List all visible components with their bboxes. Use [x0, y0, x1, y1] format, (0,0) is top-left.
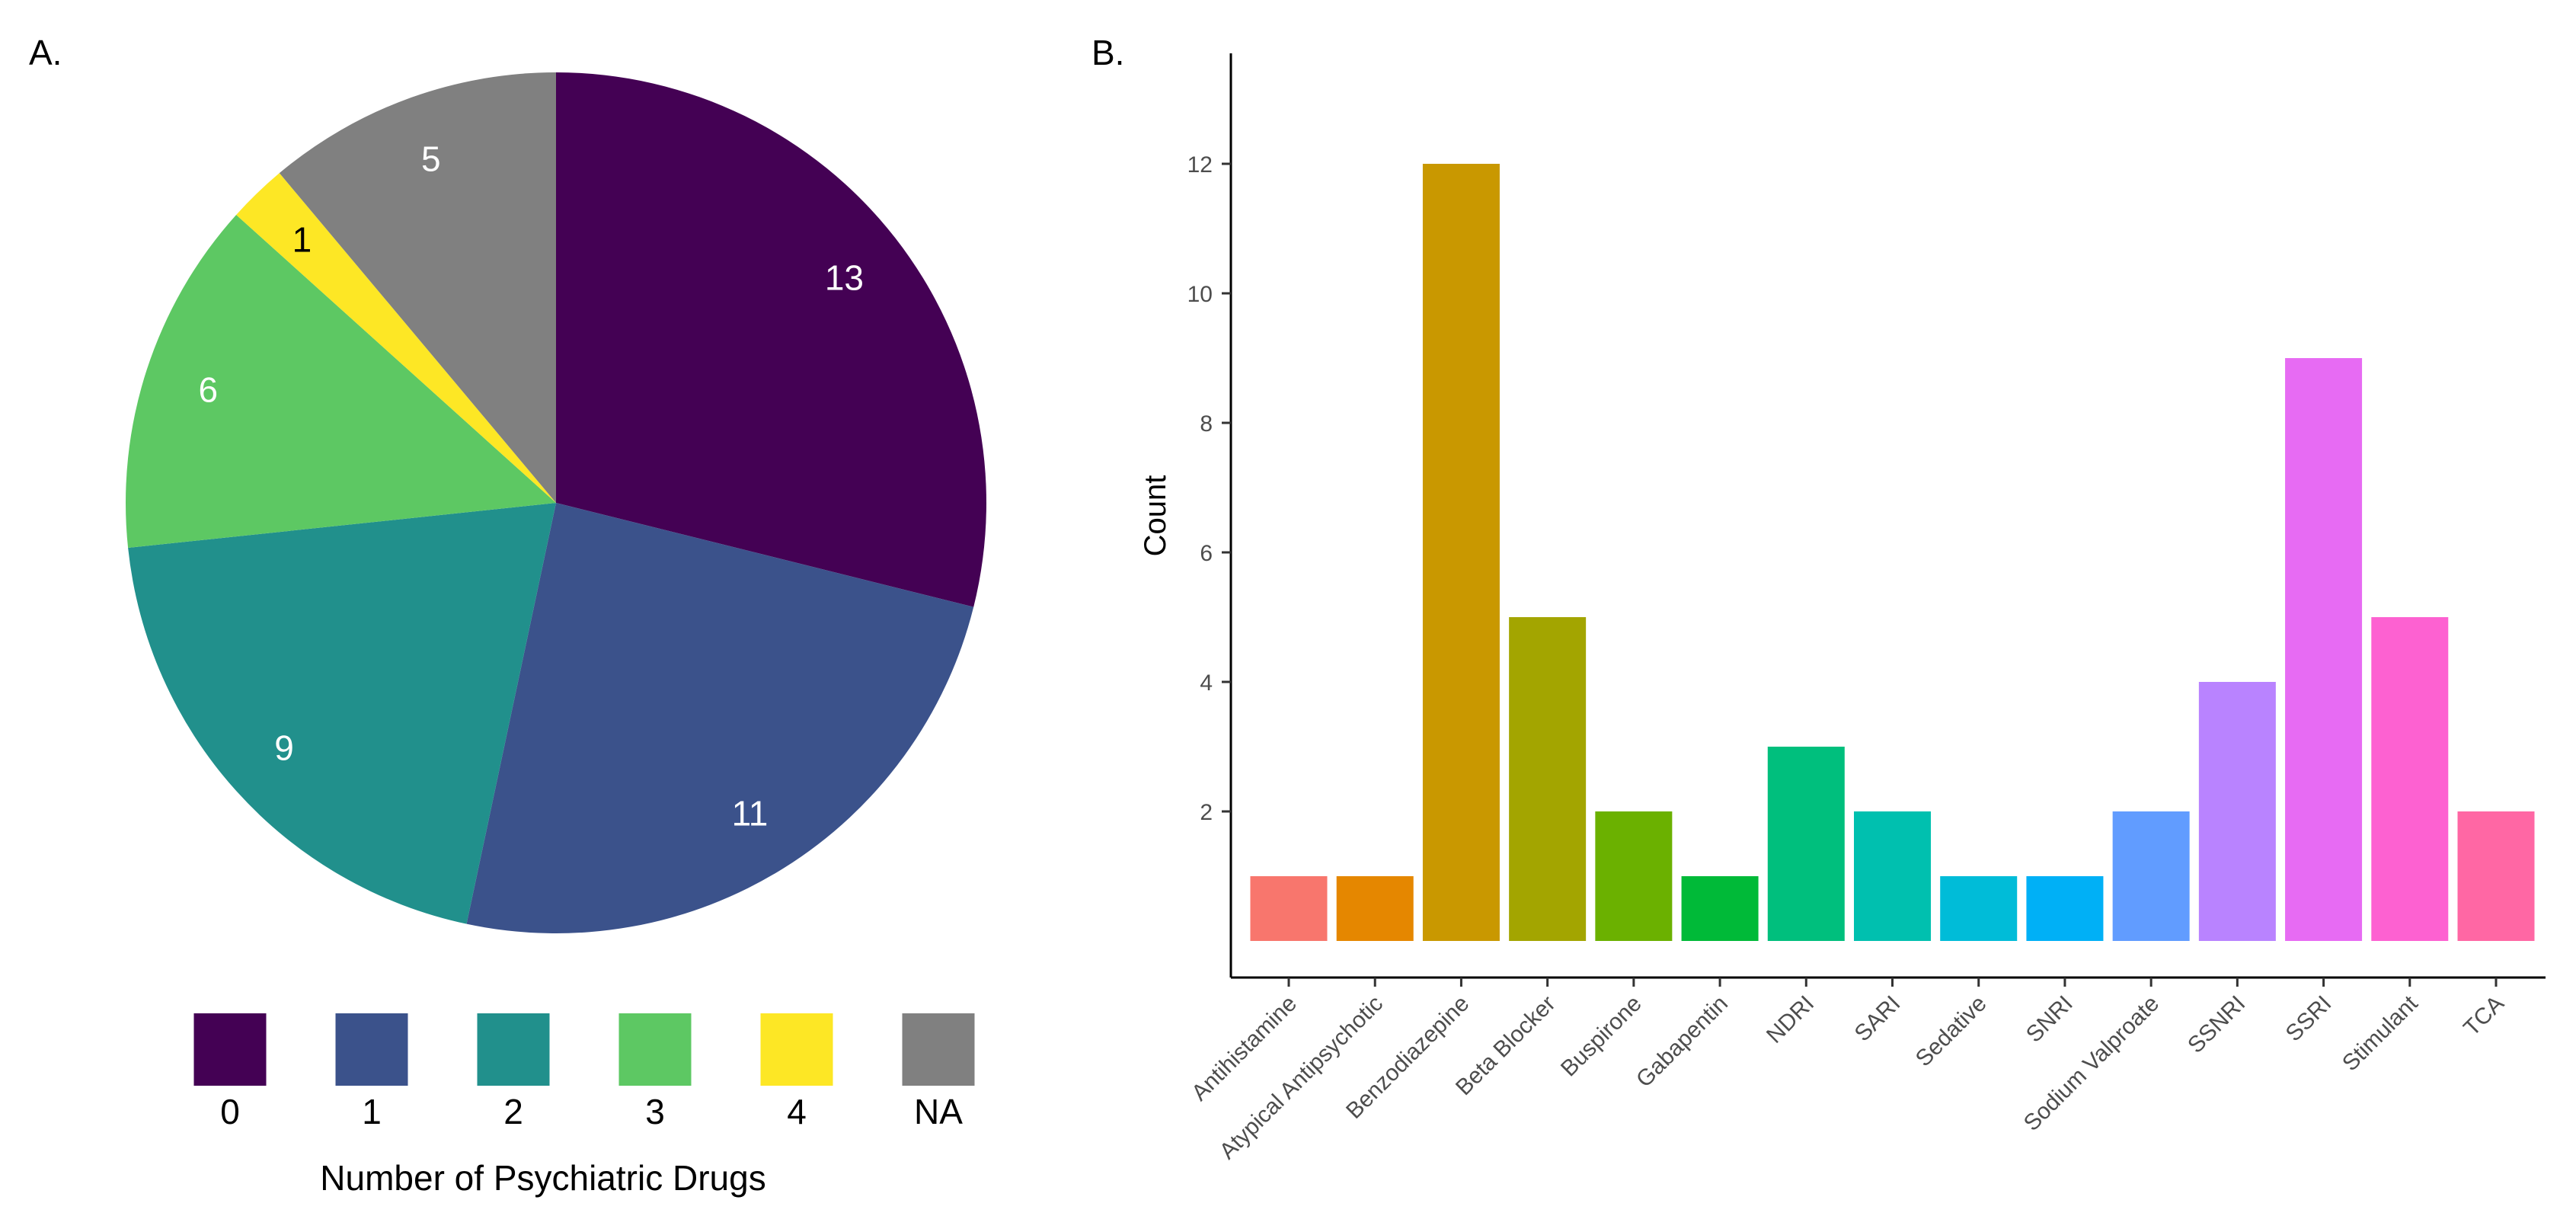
x-tick-label: Sedative	[1911, 991, 1992, 1072]
bar-buspirone	[1595, 811, 1673, 941]
legend-label: 3	[645, 1092, 665, 1131]
bar-gabapentin	[1681, 876, 1759, 941]
y-axis: 2 4 6 8 10 12	[1187, 53, 1232, 978]
pie-value-label: 13	[825, 258, 864, 297]
legend-title: Number of Psychiatric Drugs	[320, 1158, 765, 1198]
legend-key	[335, 1013, 408, 1086]
pie-value-label: 1	[292, 220, 312, 260]
legend-item-0: 0	[193, 1013, 267, 1131]
bar-beta-blocker	[1509, 617, 1587, 941]
bar-ndri	[1767, 747, 1845, 941]
legend-item-4: 4	[760, 1013, 833, 1131]
legend-key	[477, 1013, 550, 1086]
legend-key	[193, 1013, 267, 1086]
bar-benzodiazepine	[1422, 164, 1500, 941]
x-tick-label: Gabapentin	[1632, 991, 1733, 1093]
pie-value-labels: 13 11 9 6 1 5	[198, 139, 864, 834]
y-tick-label: 12	[1187, 152, 1213, 178]
x-tick-label: Atypical Antipsychotic	[1215, 991, 1388, 1164]
pie-slice-1	[466, 503, 974, 933]
pie-value-label: 11	[732, 793, 769, 833]
bar-stimulant	[2371, 617, 2449, 941]
legend-item-na: NA	[902, 1013, 975, 1131]
legend-label: 2	[503, 1092, 523, 1131]
x-tick-label: Stimulant	[2338, 990, 2423, 1076]
pie-slice-0	[556, 72, 986, 607]
legend-label: 0	[220, 1092, 240, 1131]
legend-item-2: 2	[477, 1013, 550, 1131]
y-tick-label: 10	[1187, 282, 1213, 307]
x-tick-label: TCA	[2459, 991, 2509, 1042]
bars	[1250, 164, 2535, 941]
bar-ssri	[2285, 358, 2363, 941]
pie-slice-2	[128, 503, 557, 924]
bar-ssnri	[2198, 682, 2276, 941]
bar-atypical-antipsychotic	[1336, 876, 1414, 941]
legend-item-3: 3	[618, 1013, 692, 1131]
panel-a-label: A.	[29, 33, 62, 72]
x-tick-label: NDRI	[1762, 991, 1819, 1048]
pie-legend: 0 1 2 3 4 NA	[193, 1013, 975, 1131]
x-tick-label: Buspirone	[1556, 991, 1647, 1082]
legend-key	[760, 1013, 833, 1086]
bar-sedative	[1940, 876, 2018, 941]
bar-snri	[2026, 876, 2104, 941]
panel-a-pie-chart: A. 13 11 9 6 1 5 0 1 2 3 4 NA Number of Psychiatri…	[29, 33, 986, 1198]
bar-sodium-valproate	[2112, 811, 2190, 941]
bar-sari	[1854, 811, 1931, 941]
x-tick-label: SSNRI	[2183, 991, 2250, 1058]
x-tick-label: SARI	[1850, 991, 1906, 1047]
pie-value-label: 5	[421, 139, 441, 179]
legend-item-1: 1	[335, 1013, 408, 1131]
bar-tca	[2457, 811, 2535, 941]
pie-value-label: 6	[198, 370, 218, 410]
y-tick-label: 8	[1200, 411, 1213, 437]
pie-slices	[125, 72, 986, 933]
y-axis-title: Count	[1139, 475, 1172, 557]
pie-slice-3	[125, 214, 556, 549]
x-tick-label: SSRI	[2281, 991, 2337, 1047]
y-tick-label: 2	[1200, 800, 1213, 825]
pie-slice-4	[236, 173, 556, 504]
pie-value-label: 9	[274, 728, 294, 767]
legend-label: 1	[362, 1092, 382, 1131]
bar-antihistamine	[1250, 876, 1328, 941]
legend-key	[618, 1013, 692, 1086]
pie-slice-na	[279, 72, 556, 503]
legend-label: 4	[787, 1092, 807, 1131]
x-tick-label: SNRI	[2021, 991, 2078, 1048]
y-tick-label: 6	[1200, 541, 1213, 566]
legend-key	[902, 1013, 975, 1086]
panel-b-label: B.	[1091, 33, 1124, 72]
y-tick-label: 4	[1200, 670, 1213, 696]
legend-label: NA	[914, 1092, 963, 1131]
